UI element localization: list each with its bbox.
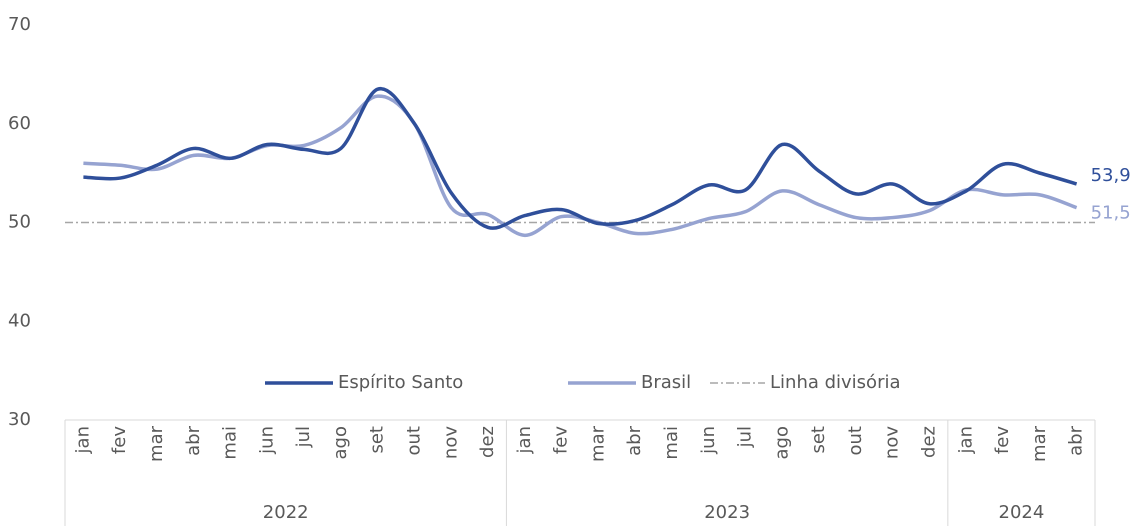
y-tick-label: 70: [8, 14, 31, 35]
x-tick-label: abr: [183, 425, 204, 455]
legend-label: Linha divisória: [770, 372, 901, 393]
y-tick-label: 40: [8, 310, 31, 331]
x-tick-label: out: [403, 426, 424, 455]
x-tick-label: jan: [514, 426, 535, 454]
x-tick-label: mar: [587, 425, 608, 462]
x-tick-label: dez: [477, 426, 498, 458]
x-tick-label: fev: [109, 426, 130, 454]
x-tick-label: mai: [661, 426, 682, 460]
legend-label: Brasil: [641, 372, 691, 393]
y-tick-label: 50: [8, 212, 31, 233]
legend-label: Espírito Santo: [338, 372, 463, 393]
x-tick-label: jul: [293, 426, 314, 448]
x-tick-label: jan: [72, 426, 93, 454]
x-tick-label: jan: [955, 426, 976, 454]
year-label: 2022: [263, 502, 309, 523]
x-tick-label: nov: [882, 426, 903, 459]
x-tick-label: mai: [220, 426, 241, 460]
x-tick-label: fev: [992, 426, 1013, 454]
x-tick-label: jun: [698, 426, 719, 455]
x-tick-label: ago: [330, 426, 351, 459]
x-tick-label: mar: [1029, 425, 1050, 462]
x-tick-label: nov: [440, 426, 461, 459]
x-tick-label: dez: [918, 426, 939, 458]
value-label: 53,9: [1091, 165, 1131, 186]
x-tick-label: set: [808, 426, 829, 454]
year-label: 2023: [704, 502, 750, 523]
x-tick-label: jun: [256, 426, 277, 455]
x-tick-label: abr: [624, 425, 645, 455]
series-line: [83, 87, 1078, 230]
y-tick-label: 30: [8, 409, 31, 430]
x-tick-label: ago: [771, 426, 792, 459]
x-tick-label: mar: [146, 425, 167, 462]
year-label: 2024: [999, 502, 1045, 523]
x-tick-label: set: [367, 426, 388, 454]
x-tick-label: fev: [551, 426, 572, 454]
x-tick-label: out: [845, 426, 866, 455]
x-tick-label: abr: [1066, 425, 1087, 455]
value-label: 51,5: [1091, 203, 1131, 224]
y-tick-label: 60: [8, 113, 31, 134]
x-tick-label: jul: [735, 426, 756, 448]
